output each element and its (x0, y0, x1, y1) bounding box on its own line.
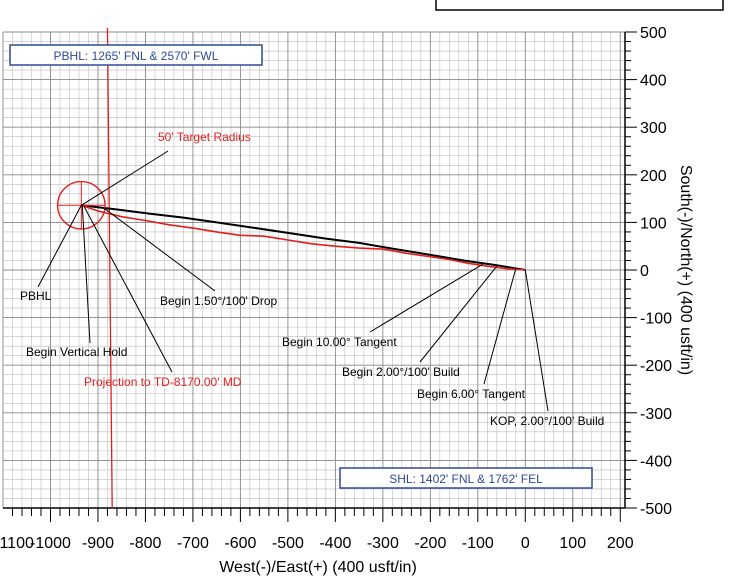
x-tick-label: -400 (319, 535, 351, 552)
y-tick-label: -100 (640, 311, 672, 328)
annotation-pbhl: PBHL (20, 289, 52, 303)
series-line-actual (81, 204, 526, 271)
annotation-leader-begin-drop (102, 206, 216, 292)
annotation-begin-6-tangent: Begin 6.00° Tangent (417, 387, 526, 401)
annotation-leader-target-radius (81, 150, 169, 206)
annotation-begin-vertical-hold: Begin Vertical Hold (26, 345, 127, 359)
x-tick-label: -600 (224, 535, 256, 552)
y-tick-label: 0 (640, 263, 649, 280)
x-tick-label: -500 (272, 535, 304, 552)
annotation-projection-td: Projection to TD-8170.00' MD (84, 375, 242, 389)
top-right-box (435, 0, 724, 11)
annotation-leader-begin-vertical-hold (81, 205, 91, 344)
x-tick-label: -200 (414, 535, 446, 552)
info-boxes: PBHL: 1265' FNL & 2570' FWL SHL: 1402' FN… (9, 44, 593, 489)
y-tick-label: -300 (640, 406, 672, 423)
shl-box (339, 467, 593, 489)
y-tick-label: 500 (640, 25, 667, 42)
axis-ticks (3, 31, 637, 522)
series-lines (81, 27, 526, 509)
annotation-leader-begin-10-tangent (369, 263, 483, 333)
x-tick-label: 0 (521, 535, 530, 552)
annotation-leader-projection-td (83, 205, 173, 373)
y-tick-label: 100 (640, 215, 667, 232)
annotation-leader-begin-2-build (419, 265, 498, 363)
annotation-begin-10-tangent: Begin 10.00° Tangent (282, 335, 397, 349)
x-tick-label: 200 (607, 535, 634, 552)
annotation-kop: KOP, 2.00°/100' Build (490, 414, 604, 428)
x-tick-label: -100 (462, 535, 494, 552)
grid (2, 31, 625, 509)
y-tick-label: -500 (640, 501, 672, 518)
y-tick-label: 200 (640, 168, 667, 185)
annotation-leader-begin-6-tangent (483, 268, 517, 385)
x-tick-label: -1000 (30, 535, 71, 552)
x-tick-label: -300 (367, 535, 399, 552)
shl-box-label: SHL: 1402' FNL & 1762' FEL (389, 472, 543, 486)
y-tick-label: 400 (640, 73, 667, 90)
tick-labels: -1100-1000-900-800-700-600-500-400-300-2… (0, 25, 672, 552)
series-line-plan (81, 204, 526, 271)
annotation-begin-drop: Begin 1.50°/100' Drop (160, 294, 277, 308)
annotation-target-radius: 50' Target Radius (158, 130, 251, 144)
x-tick-label: -800 (129, 535, 161, 552)
y-tick-label: -400 (640, 453, 672, 470)
projection-line (106, 27, 113, 509)
x-tick-label: -1100 (0, 535, 34, 552)
pbhl-box (9, 44, 263, 66)
y-axis-label: South(-)/North(+) (400 usft/in) (677, 165, 694, 375)
x-tick-label: -900 (82, 535, 114, 552)
y-tick-label: 300 (640, 120, 667, 137)
y-tick-label: -200 (640, 358, 672, 375)
annotations: 50' Target Radius PBHL Begin Vertical Hold… (20, 130, 604, 428)
annotation-leader-kop (524, 269, 549, 412)
annotation-leader-pbhl (37, 205, 82, 288)
x-axis-label: West(-)/East(+) (400 usft/in) (219, 559, 417, 576)
annotation-begin-2-build: Begin 2.00°/100' Build (342, 365, 460, 379)
x-tick-label: 100 (559, 535, 586, 552)
pbhl-box-label: PBHL: 1265' FNL & 2570' FWL (54, 49, 219, 63)
x-tick-label: -700 (177, 535, 209, 552)
